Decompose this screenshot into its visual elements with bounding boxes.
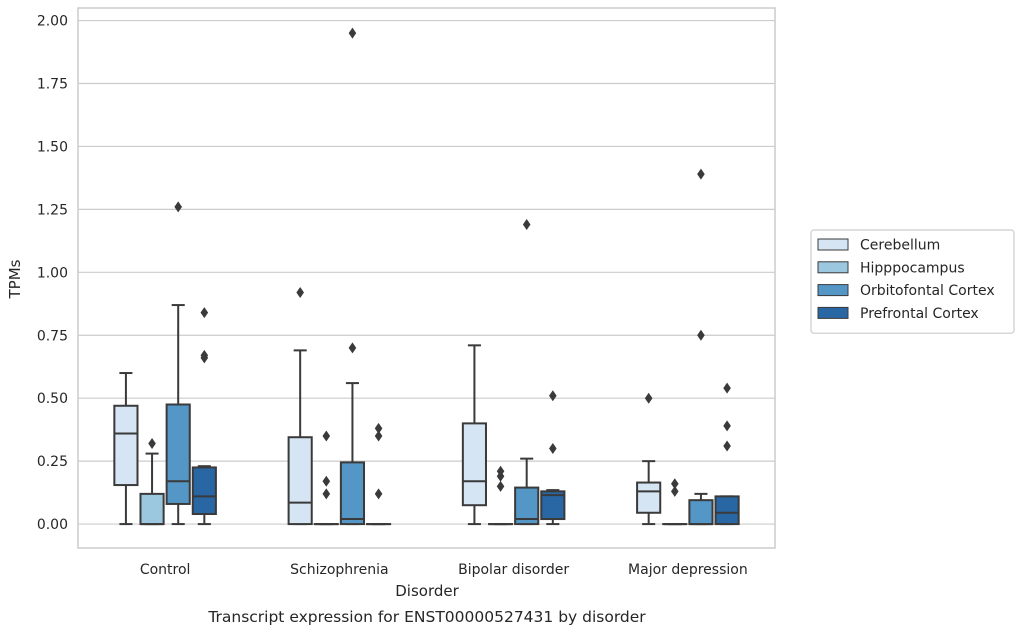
box-prefrontal-cortex [366,422,392,526]
outlier-point [697,329,705,341]
box-body [688,499,714,526]
x-tick-label: Control [140,562,191,578]
box-hipppocampus [139,438,165,526]
outlier-point [348,27,357,39]
y-tick-label: 1.00 [37,265,68,281]
box-hipppocampus [313,430,339,526]
legend-swatch [817,306,849,319]
box-body [113,404,139,487]
outlier-point [522,219,531,231]
outlier-point [644,392,653,404]
outlier-point [496,480,505,492]
outlier-point [296,286,304,298]
box-orbitofontal-cortex [688,168,714,526]
figure-caption: Transcript expression for ENST0000052743… [207,608,646,626]
x-tick-label: Bipolar disorder [458,562,569,578]
box-prefrontal-cortex [540,390,566,526]
box-orbitofontal-cortex [514,219,540,526]
outlier-point [723,440,731,452]
outlier-point [671,485,679,497]
outlier-point [671,478,679,490]
outlier-point [549,443,557,455]
box-body [339,461,366,526]
outlier-point [496,465,505,477]
y-tick-label: 0.00 [37,517,68,533]
outlier-point [322,430,331,442]
box-prefrontal-cortex [714,382,740,526]
box-cerebellum [113,372,139,526]
box-body [514,486,540,526]
box-body [287,436,313,526]
outlier-point [723,382,731,394]
box-body [139,492,165,526]
y-tick-label: 1.25 [37,202,68,218]
y-tick-label: 0.25 [37,454,68,470]
outlier-point [148,438,156,450]
y-tick-label: 1.75 [37,77,68,93]
outlier-point [374,422,383,434]
legend-label: Hipppocampus [860,260,965,276]
x-tick-label: Schizophrenia [290,562,388,578]
box-body [714,495,740,526]
outlier-point [374,488,383,500]
legend-swatch [817,261,849,274]
y-axis-label: TPMs [6,259,24,299]
outlier-point [697,168,705,180]
legend-label: Orbitofontal Cortex [860,283,995,299]
y-tick-label: 0.50 [37,391,68,407]
box-plot-series [113,27,740,526]
box-cerebellum [287,286,313,526]
legend-label: Cerebellum [860,238,940,254]
box-cerebellum [461,344,487,526]
outlier-point [322,488,331,500]
box-orbitofontal-cortex [339,27,366,526]
outlier-point [322,475,331,487]
box-body [636,481,662,514]
legend-label: Prefrontal Cortex [860,306,979,322]
box-body [191,466,217,516]
y-axis-ticks: 0.00 0.25 0.50 0.75 1.00 1.25 1.50 1.75 2.00 [37,14,68,533]
outlier-point [348,342,357,354]
box-prefrontal-cortex [191,307,217,526]
outlier-point [200,349,209,361]
outlier-point [723,420,731,432]
plot-frame [77,7,776,549]
legend-swatch [817,238,849,251]
outlier-point [174,201,182,213]
outlier-point [549,390,557,402]
box-orbitofontal-cortex [165,201,191,526]
box-hipppocampus [662,478,688,526]
y-tick-label: 1.50 [37,139,68,155]
y-tick-label: 0.75 [37,328,68,344]
x-axis-label: Disorder [395,582,459,600]
x-tick-label: Major depression [628,562,748,578]
box-hipppocampus [487,465,514,526]
y-tick-label: 2.00 [37,14,68,30]
x-axis-ticks: Control Schizophrenia Bipolar disorder Majo… [140,562,748,578]
box-body [461,422,487,507]
legend-box [810,229,1015,334]
legend: Cerebellum Hipppocampus Orbitofontal Corte… [810,229,1015,334]
box-cerebellum [636,392,662,526]
outlier-point [374,430,383,442]
box-body [165,403,191,505]
legend-swatch [817,284,849,297]
box-body [540,490,566,521]
gridlines [78,19,775,525]
outlier-point [200,307,209,319]
